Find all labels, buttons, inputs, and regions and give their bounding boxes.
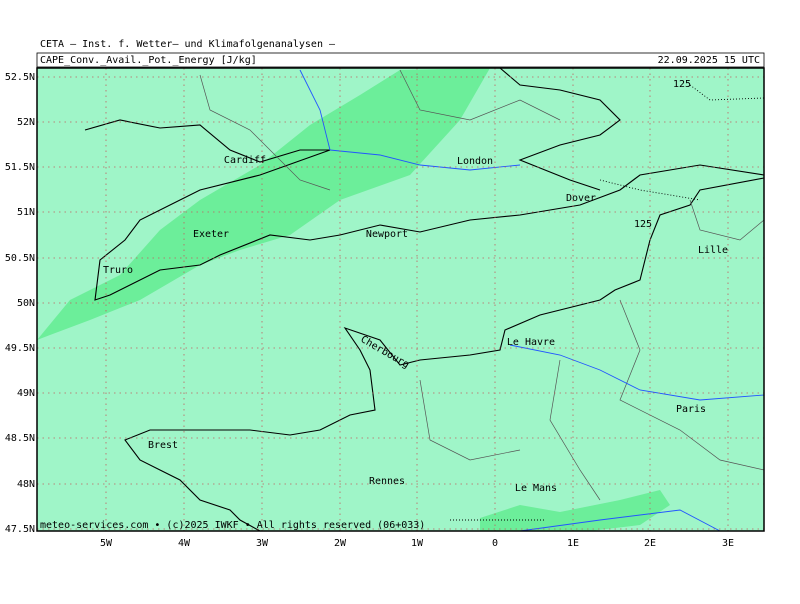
city-label: Brest bbox=[148, 440, 178, 451]
lat-label: 52.5N bbox=[5, 72, 35, 83]
lon-label: 3E bbox=[722, 538, 734, 549]
lat-label: 51N bbox=[17, 207, 35, 218]
lat-label: 49N bbox=[17, 388, 35, 399]
coastline bbox=[84, 67, 765, 532]
lon-label: 1W bbox=[411, 538, 424, 549]
lat-label: 48.5N bbox=[5, 433, 35, 444]
lat-label: 48N bbox=[17, 479, 35, 490]
map-frame bbox=[36, 67, 765, 532]
lat-label: 50.5N bbox=[5, 253, 35, 264]
lat-label: 52N bbox=[17, 117, 35, 128]
city-label: Lille bbox=[698, 245, 728, 256]
lon-label: 1E bbox=[567, 538, 579, 549]
title: CETA – Inst. f. Wetter– und Klimafolgena… bbox=[40, 39, 336, 50]
high-cape-band bbox=[37, 68, 670, 531]
lat-label: 50N bbox=[17, 298, 35, 309]
lon-label: 0 bbox=[492, 538, 498, 549]
lon-label: 5W bbox=[100, 538, 113, 549]
city-label: Le Havre bbox=[507, 337, 555, 348]
lat-label: 47.5N bbox=[5, 524, 35, 535]
city-label: Cardiff bbox=[224, 155, 266, 166]
header-box bbox=[36, 52, 765, 68]
city-label: Newport bbox=[366, 229, 408, 240]
lon-label: 3W bbox=[256, 538, 269, 549]
city-label: Le Mans bbox=[515, 483, 557, 494]
lon-label: 2W bbox=[334, 538, 347, 549]
city-label: Exeter bbox=[193, 229, 229, 240]
contour-label: 125 bbox=[673, 79, 691, 90]
parameter: CAPE_Conv._Avail._Pot._Energy [J/kg] bbox=[40, 55, 257, 66]
city-label: Rennes bbox=[369, 476, 405, 487]
footer: meteo-services.com • (c)2025 IWKF • All … bbox=[40, 520, 425, 531]
contours bbox=[450, 84, 765, 521]
rivers bbox=[299, 69, 765, 532]
lon-label: 4W bbox=[178, 538, 191, 549]
lat-label: 49.5N bbox=[5, 343, 35, 354]
lat-label: 51.5N bbox=[5, 162, 35, 173]
valid-time: 22.09.2025 15 UTC bbox=[658, 55, 760, 66]
contour-label: 125 bbox=[634, 219, 652, 230]
city-label: Truro bbox=[103, 265, 133, 276]
city-label: Dover bbox=[566, 193, 596, 204]
city-label: London bbox=[457, 156, 493, 167]
lon-label: 2E bbox=[644, 538, 656, 549]
city-label: Paris bbox=[676, 404, 706, 415]
